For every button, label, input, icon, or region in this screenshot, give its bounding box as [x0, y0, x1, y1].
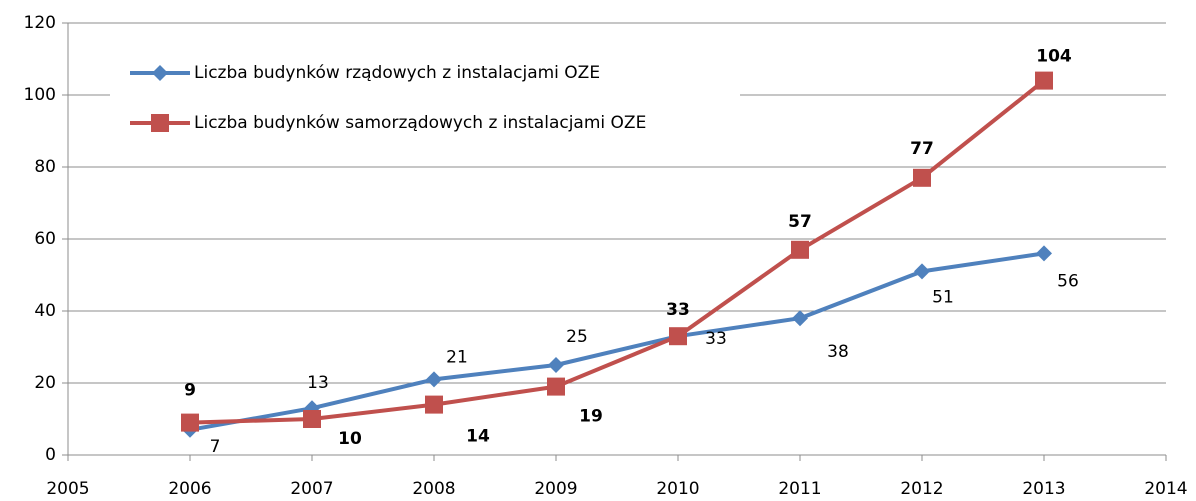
y-tick-label: 20 — [34, 373, 56, 393]
data-label: 14 — [466, 427, 490, 447]
marker — [914, 263, 930, 280]
x-tick-label: 2008 — [412, 479, 455, 499]
data-label: 77 — [910, 139, 934, 159]
data-label: 33 — [666, 300, 690, 320]
marker — [425, 395, 443, 414]
y-tick-label: 0 — [45, 445, 56, 465]
series-line — [189, 251, 1045, 432]
legend-label: Liczba budynków samorządowych z instalac… — [194, 113, 646, 133]
data-label: 10 — [338, 429, 362, 449]
data-label: 56 — [1057, 271, 1079, 291]
marker — [151, 114, 169, 132]
marker — [548, 357, 564, 373]
series-line — [189, 79, 1046, 425]
legend-label: Liczba budynków rządowych z instalacjami… — [194, 63, 600, 83]
x-tick-label: 2011 — [778, 479, 821, 499]
marker — [1036, 245, 1052, 262]
data-label: 25 — [566, 327, 588, 347]
x-tick-label: 2012 — [900, 479, 943, 499]
data-label: 9 — [184, 381, 196, 401]
y-tick-label: 120 — [24, 13, 56, 33]
data-label: 104 — [1036, 47, 1072, 67]
legend-box — [110, 48, 740, 143]
y-tick-label: 100 — [24, 85, 56, 105]
marker — [426, 371, 442, 388]
marker — [303, 410, 321, 428]
x-tick-label: 2007 — [290, 479, 333, 499]
marker — [913, 168, 931, 187]
data-label: 7 — [210, 437, 221, 457]
y-tick-label: 40 — [34, 301, 56, 321]
marker — [792, 310, 808, 327]
marker — [547, 377, 565, 396]
marker — [181, 413, 199, 432]
marker — [1035, 71, 1053, 90]
data-label: 21 — [446, 347, 468, 367]
data-label: 13 — [307, 373, 329, 393]
y-tick-label: 60 — [34, 229, 56, 249]
x-tick-label: 2005 — [46, 479, 89, 499]
x-tick-label: 2009 — [534, 479, 577, 499]
data-label: 57 — [788, 212, 812, 232]
data-label: 19 — [579, 407, 603, 427]
data-label: 51 — [932, 287, 954, 307]
y-tick-label: 80 — [34, 157, 56, 177]
data-label: 33 — [705, 329, 727, 349]
x-tick-label: 2013 — [1022, 479, 1065, 499]
x-tick-label: 2014 — [1144, 479, 1187, 499]
x-tick-label: 2010 — [656, 479, 699, 499]
marker — [791, 240, 809, 259]
data-label: 38 — [827, 342, 849, 362]
x-tick-label: 2006 — [168, 479, 211, 499]
marker — [669, 327, 687, 346]
marker — [152, 65, 168, 81]
